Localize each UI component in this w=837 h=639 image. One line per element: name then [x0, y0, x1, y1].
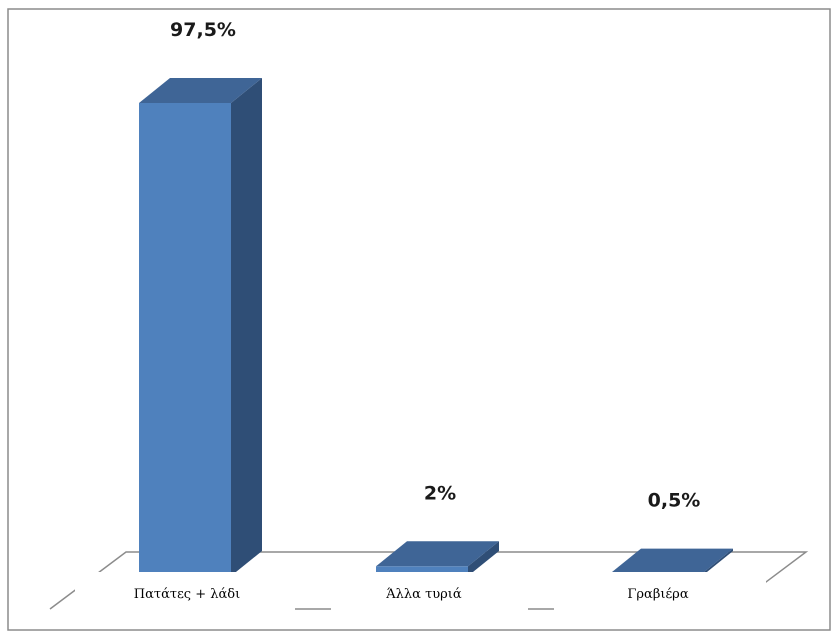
category-label-0: Πατάτες + λάδι — [134, 587, 240, 602]
data-label-0: 97,5% — [170, 19, 236, 41]
bar-front-1 — [376, 566, 468, 576]
data-label-2: 0,5% — [648, 490, 701, 512]
bar-top-2 — [610, 548, 733, 574]
bar-side-2 — [702, 548, 733, 576]
category-label-bg-2 — [546, 572, 766, 612]
category-label-bg-1 — [312, 572, 532, 612]
bar-top-1 — [376, 541, 499, 567]
labels-group: 97,5% Πατάτες + λάδι 2% Άλλα τυριά 0,5% Γραβι… — [75, 19, 766, 612]
category-label-2: Γραβιέρα — [627, 587, 688, 602]
bar-side-0 — [231, 78, 262, 576]
category-label-1: Άλλα τυριά — [385, 587, 462, 602]
chart-border — [7, 8, 831, 631]
bar-top-0 — [139, 78, 262, 103]
bars-group — [139, 78, 733, 576]
category-label-bg-0 — [75, 572, 295, 612]
data-label-1: 2% — [424, 482, 456, 504]
bar-side-1 — [468, 541, 499, 576]
bar-front-0 — [139, 103, 231, 576]
